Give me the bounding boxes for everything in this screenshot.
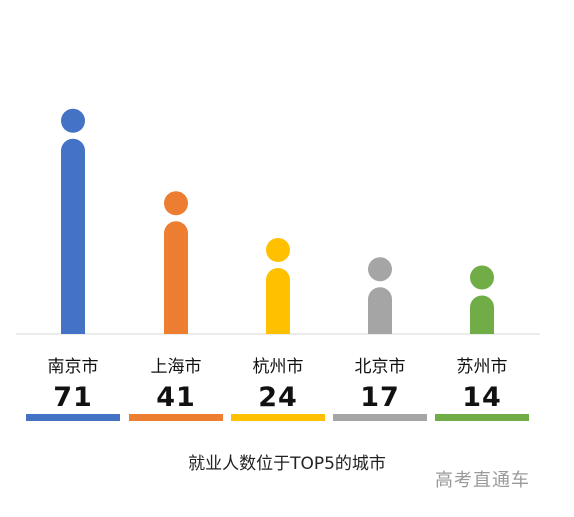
color-strip-4 [333,414,427,421]
chart-marks: 南京市 71 上海市 41 杭州市 24 北京市 17 苏州市 14 [26,108,529,421]
color-strip-2 [129,414,223,421]
bar-3 [266,268,290,334]
category-label-4: 北京市 [355,357,406,377]
bar-head-5 [470,265,494,290]
bar-5 [470,295,494,334]
color-strip-3 [231,414,325,421]
bar-1 [61,138,85,334]
bar-head-2 [164,191,188,216]
category-label-1: 南京市 [48,357,99,377]
category-label-2: 上海市 [151,357,202,377]
color-strip-5 [435,414,529,421]
bar-head-1 [61,108,85,133]
watermark: 高考直通车 [435,470,530,491]
value-label-3: 24 [258,382,298,413]
bar-head-3 [266,238,290,262]
bar-2 [164,221,188,334]
category-label-3: 杭州市 [253,357,304,377]
value-label-5: 14 [462,382,502,413]
chart-caption: 就业人数位于TOP5的城市 [188,454,386,474]
bar-4 [368,287,392,334]
color-strip-1 [26,414,120,421]
category-label-5: 苏州市 [457,357,508,377]
bar-head-4 [368,257,392,282]
value-label-2: 41 [156,382,196,413]
value-label-1: 71 [53,382,93,413]
value-label-4: 17 [360,382,400,413]
